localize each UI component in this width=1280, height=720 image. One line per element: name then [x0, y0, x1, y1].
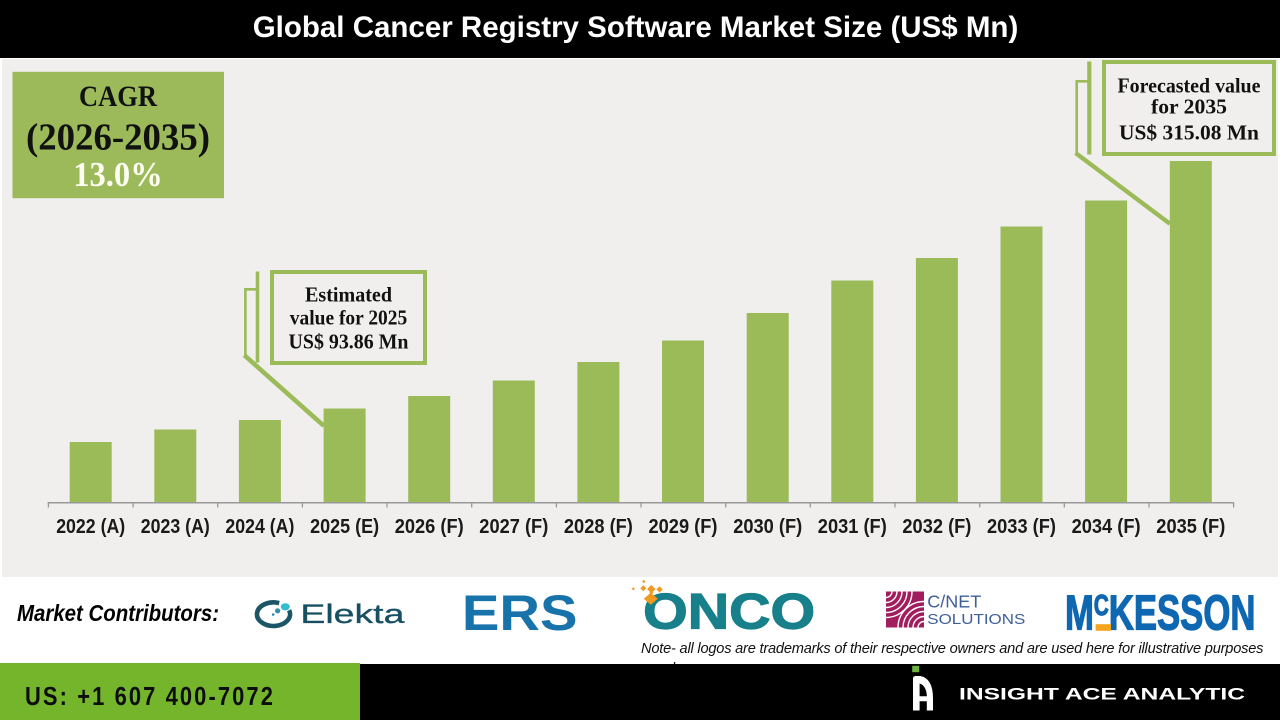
svg-text:value for 2025: value for 2025	[290, 306, 408, 330]
svg-text:US$ 93.86 Mn: US$ 93.86 Mn	[289, 330, 409, 354]
svg-text:Estimated: Estimated	[305, 282, 392, 306]
svg-text:INSIGHT ACE ANALYTIC: INSIGHT ACE ANALYTIC	[959, 684, 1245, 703]
svg-text:2028 (F): 2028 (F)	[564, 516, 633, 538]
svg-text:Elekta: Elekta	[300, 599, 404, 629]
svg-text:2029 (F): 2029 (F)	[649, 516, 718, 538]
svg-text:US: +1 607 400-7072: US: +1 607 400-7072	[25, 681, 275, 711]
svg-text:13.0%: 13.0%	[73, 156, 163, 194]
svg-text:SOLUTIONS: SOLUTIONS	[927, 612, 1025, 628]
svg-text:US$ 315.08 Mn: US$ 315.08 Mn	[1119, 120, 1259, 144]
svg-text:2034 (F): 2034 (F)	[1072, 516, 1141, 538]
svg-text:CAGR: CAGR	[79, 81, 158, 113]
svg-text:2023 (A): 2023 (A)	[141, 516, 210, 538]
svg-text:2035 (F): 2035 (F)	[1156, 516, 1225, 538]
svg-text:for 2035: for 2035	[1151, 94, 1227, 118]
svg-text:2022 (A): 2022 (A)	[56, 516, 125, 538]
svg-text:2027 (F): 2027 (F)	[479, 516, 548, 538]
svg-text:C/NET: C/NET	[927, 592, 981, 612]
svg-text:2025 (E): 2025 (E)	[310, 516, 379, 538]
svg-text:2033 (F): 2033 (F)	[987, 516, 1056, 538]
svg-text:Forecasted value: Forecasted value	[1118, 74, 1261, 98]
svg-text:2026 (F): 2026 (F)	[395, 516, 464, 538]
svg-text:Market Contributors:: Market Contributors:	[17, 600, 219, 626]
svg-text:2024 (A): 2024 (A)	[225, 516, 294, 538]
svg-text:2030 (F): 2030 (F)	[733, 516, 802, 538]
svg-text:ONCO: ONCO	[643, 584, 815, 640]
svg-text:2032 (F): 2032 (F)	[902, 516, 971, 538]
svg-text:(2026-2035): (2026-2035)	[26, 117, 210, 159]
svg-text:2031 (F): 2031 (F)	[818, 516, 887, 538]
svg-text:ERS: ERS	[462, 585, 578, 641]
